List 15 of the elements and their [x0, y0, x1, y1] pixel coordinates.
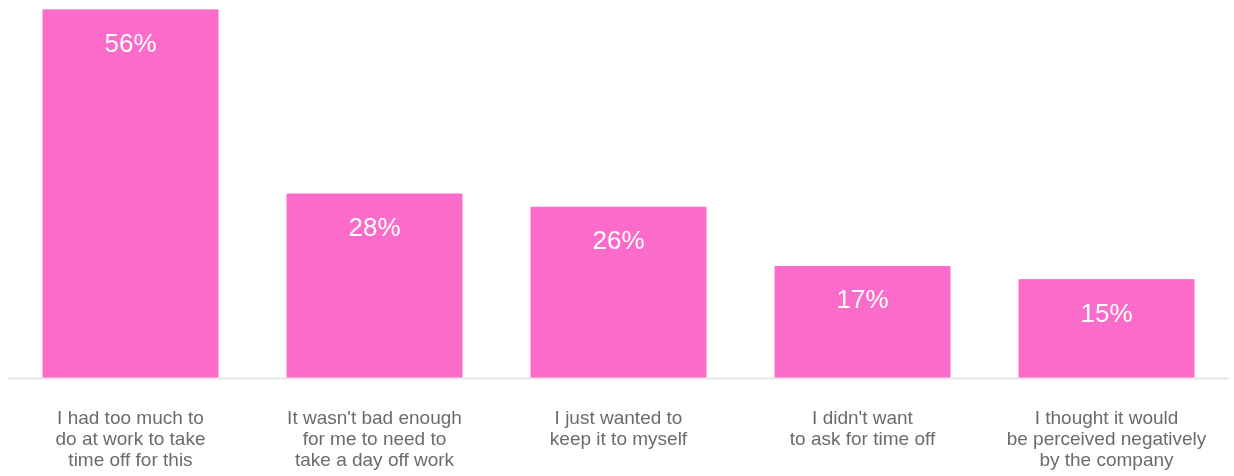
bar [530, 206, 707, 379]
x-tick-label: It wasn't bad enough for me to need to take a day off work [287, 406, 462, 470]
bar [286, 193, 463, 379]
bar [774, 265, 951, 379]
x-tick-label: I had too much to do at work to take time off for this [55, 406, 206, 470]
data-label: 28% [348, 212, 401, 242]
x-tick-label: I thought it would be perceived negatively by the company [1006, 406, 1207, 470]
x-tick-label: I didn't want to ask for time off [789, 406, 936, 449]
x-tick-label: I just wanted to keep it to myself [549, 406, 688, 449]
data-label: 15% [1080, 297, 1133, 328]
data-label: 26% [592, 225, 645, 256]
data-label: 17% [836, 284, 889, 315]
bar [1018, 279, 1195, 379]
bar [42, 9, 219, 379]
data-label: 56% [104, 27, 157, 58]
